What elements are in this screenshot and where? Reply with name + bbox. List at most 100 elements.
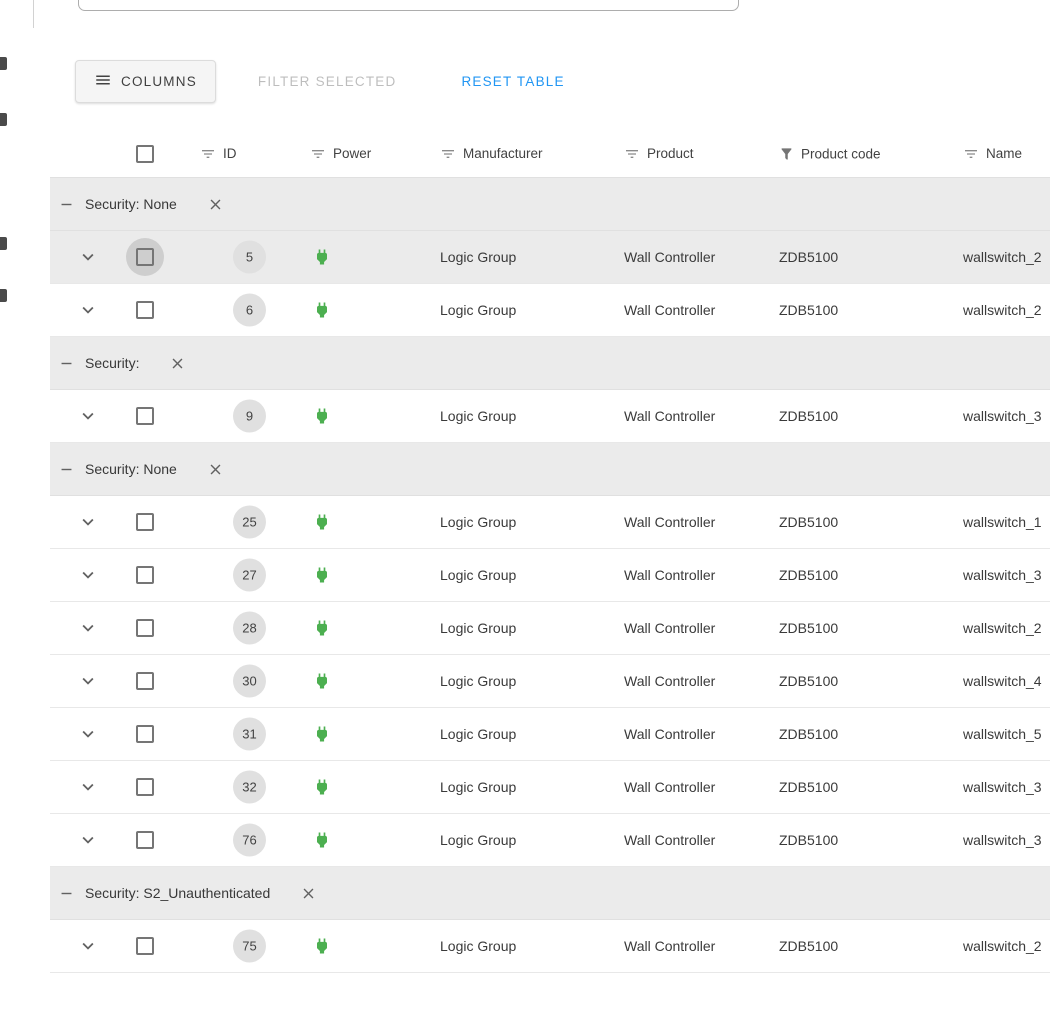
table-header-row: ID Power Manufacturer Product Product co… — [50, 130, 1050, 178]
chevron-down-icon[interactable] — [77, 299, 99, 321]
product-cell: Wall Controller — [624, 673, 716, 689]
node-id-value: 6 — [245, 302, 254, 318]
chevron-down-icon[interactable] — [77, 776, 99, 798]
column-filter-icon[interactable] — [440, 146, 456, 162]
column-header[interactable]: Power — [310, 146, 371, 162]
node-id-badge: 31 — [233, 717, 266, 751]
row-checkbox[interactable] — [136, 513, 154, 531]
column-header[interactable]: Product code — [779, 146, 881, 161]
table-body: Security: None 5 Logic Group Wall Contro… — [50, 178, 1050, 973]
close-icon[interactable] — [207, 196, 224, 213]
row-checkbox[interactable] — [136, 301, 154, 319]
row-checkbox[interactable] — [136, 407, 154, 425]
chevron-down-icon[interactable] — [77, 935, 99, 957]
select-all-checkbox[interactable] — [136, 144, 154, 163]
chevron-down-icon[interactable] — [77, 829, 99, 851]
column-filter-icon[interactable] — [200, 146, 216, 162]
nodes-table-card: COLUMNS FILTER SELECTED RESET TABLE ID P… — [50, 40, 1050, 973]
group-header-row: Security: — [50, 337, 1050, 390]
row-checkbox[interactable] — [136, 937, 154, 955]
chevron-down-icon[interactable] — [77, 564, 99, 586]
product-cell: Wall Controller — [624, 567, 716, 583]
column-filter-icon[interactable] — [779, 146, 794, 161]
table-row[interactable]: 5 Logic Group Wall Controller ZDB5100 wa… — [50, 231, 1050, 284]
column-header[interactable]: Manufacturer — [440, 146, 543, 162]
row-checkbox[interactable] — [136, 778, 154, 796]
node-id-badge: 6 — [233, 293, 266, 327]
search-box-partial[interactable] — [78, 0, 739, 11]
power-plug-icon — [312, 247, 332, 267]
power-plug-icon — [312, 936, 332, 956]
table-row[interactable]: 25 Logic Group Wall Controller ZDB5100 w… — [50, 496, 1050, 549]
power-plug-icon — [312, 512, 332, 532]
manufacturer-cell: Logic Group — [440, 938, 517, 954]
chevron-down-icon[interactable] — [77, 246, 99, 268]
filter-variant-icon — [442, 149, 454, 158]
drawer-edge-line — [33, 0, 34, 28]
name-cell: wallswitch_2 — [963, 938, 1042, 954]
row-checkbox[interactable] — [136, 248, 154, 266]
name-cell: wallswitch_3 — [963, 408, 1042, 424]
product-code-cell: ZDB5100 — [779, 938, 839, 954]
column-filter-icon[interactable] — [310, 146, 326, 162]
checkbox-ripple — [126, 238, 164, 276]
columns-button-label: COLUMNS — [121, 74, 197, 89]
node-id-badge: 25 — [233, 505, 266, 539]
filter-selected-button[interactable]: FILTER SELECTED — [257, 74, 397, 89]
row-checkbox[interactable] — [136, 725, 154, 743]
row-checkbox-area — [136, 407, 154, 425]
minus-icon[interactable] — [58, 196, 75, 213]
column-header[interactable]: Product — [624, 146, 694, 162]
table-row[interactable]: 32 Logic Group Wall Controller ZDB5100 w… — [50, 761, 1050, 814]
menu-icon — [94, 71, 112, 92]
close-icon[interactable] — [169, 355, 186, 372]
product-code-cell: ZDB5100 — [779, 249, 839, 265]
row-checkbox[interactable] — [136, 566, 154, 584]
table-row[interactable]: 6 Logic Group Wall Controller ZDB5100 wa… — [50, 284, 1050, 337]
minus-icon[interactable] — [58, 461, 75, 478]
table-row[interactable]: 27 Logic Group Wall Controller ZDB5100 w… — [50, 549, 1050, 602]
column-header[interactable]: Name — [963, 146, 1022, 162]
chevron-down-icon[interactable] — [77, 405, 99, 427]
name-cell: wallswitch_3 — [963, 567, 1042, 583]
product-cell: Wall Controller — [624, 249, 716, 265]
row-checkbox[interactable] — [136, 831, 154, 849]
node-id-value: 28 — [242, 620, 257, 636]
reset-table-button[interactable]: RESET TABLE — [461, 74, 565, 89]
row-checkbox[interactable] — [136, 619, 154, 637]
minus-icon[interactable] — [58, 355, 75, 372]
columns-button[interactable]: COLUMNS — [75, 60, 216, 103]
product-code-cell: ZDB5100 — [779, 408, 839, 424]
product-cell: Wall Controller — [624, 832, 716, 848]
close-icon[interactable] — [207, 461, 224, 478]
chevron-down-icon[interactable] — [77, 511, 99, 533]
table-row[interactable]: 76 Logic Group Wall Controller ZDB5100 w… — [50, 814, 1050, 867]
power-plug-icon — [312, 565, 332, 585]
filter-variant-icon — [312, 149, 324, 158]
chevron-down-icon[interactable] — [77, 723, 99, 745]
table-row[interactable]: 75 Logic Group Wall Controller ZDB5100 w… — [50, 920, 1050, 973]
filter-variant-icon — [965, 149, 977, 158]
table-row[interactable]: 31 Logic Group Wall Controller ZDB5100 w… — [50, 708, 1050, 761]
node-id-badge: 5 — [233, 240, 266, 274]
column-filter-icon[interactable] — [963, 146, 979, 162]
product-cell: Wall Controller — [624, 726, 716, 742]
node-id-value: 25 — [242, 514, 257, 530]
table-row[interactable]: 28 Logic Group Wall Controller ZDB5100 w… — [50, 602, 1050, 655]
product-code-cell: ZDB5100 — [779, 514, 839, 530]
power-plug-icon — [312, 671, 332, 691]
row-checkbox-area — [136, 778, 154, 796]
column-header[interactable]: ID — [200, 146, 237, 162]
chevron-down-icon[interactable] — [77, 617, 99, 639]
group-label: Security: S2_Unauthenticated — [85, 885, 271, 901]
row-checkbox-area — [136, 619, 154, 637]
node-id-badge: 28 — [233, 611, 266, 645]
name-cell: wallswitch_5 — [963, 726, 1042, 742]
chevron-down-icon[interactable] — [77, 670, 99, 692]
row-checkbox[interactable] — [136, 672, 154, 690]
minus-icon[interactable] — [58, 885, 75, 902]
column-filter-icon[interactable] — [624, 146, 640, 162]
close-icon[interactable] — [300, 885, 317, 902]
table-row[interactable]: 30 Logic Group Wall Controller ZDB5100 w… — [50, 655, 1050, 708]
table-row[interactable]: 9 Logic Group Wall Controller ZDB5100 wa… — [50, 390, 1050, 443]
